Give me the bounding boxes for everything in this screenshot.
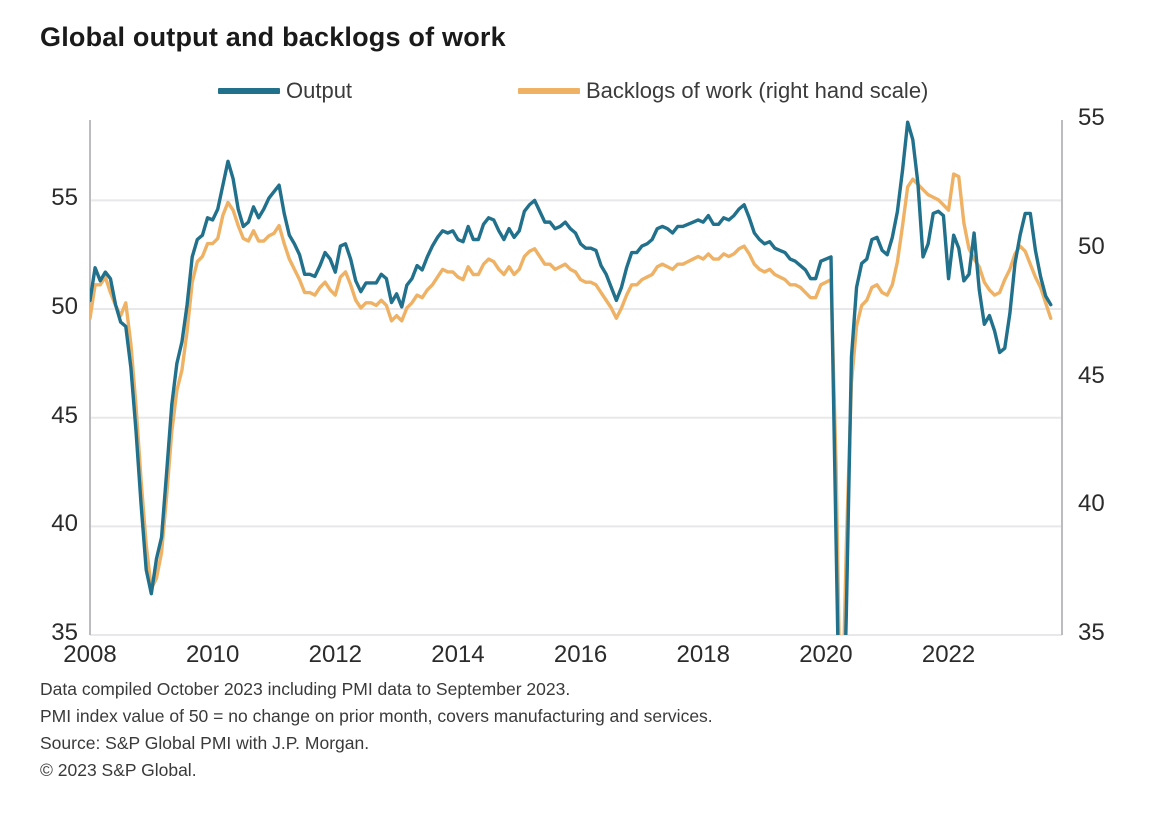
right-axis-tick-35: 35 (1078, 619, 1105, 646)
x-axis-tick-2022: 2022 (921, 641, 976, 668)
right-axis-tick-55: 55 (1078, 104, 1105, 131)
left-axis-tick-40: 40 (51, 510, 78, 538)
legend-label-backlogs: Backlogs of work (right hand scale) (586, 78, 929, 103)
left-axis-tick-35: 35 (51, 619, 78, 646)
footnotes: Data compiled October 2023 including PMI… (40, 676, 1130, 784)
series-line-backlogs (90, 172, 1053, 635)
axis-lines (89, 120, 1063, 635)
legend-item-output[interactable]: Output (218, 78, 352, 104)
footnote-line-3: Source: S&P Global PMI with J.P. Morgan. (40, 733, 370, 753)
x-axis-tick-2020: 2020 (799, 641, 853, 668)
legend-swatch-backlogs (518, 88, 580, 94)
gridlines (90, 199, 1062, 636)
chart-legend: Output Backlogs of work (right hand scal… (0, 78, 1162, 112)
page-title: Global output and backlogs of work (40, 22, 506, 52)
legend-label-output: Output (286, 78, 353, 103)
footnote-line-1: Data compiled October 2023 including PMI… (40, 679, 571, 699)
left-axis-tick-45: 45 (51, 401, 78, 429)
left-axis-tick-50: 50 (51, 293, 78, 321)
x-axis-tick-2018: 2018 (676, 641, 730, 668)
footnote-line-2: PMI index value of 50 = no change on pri… (40, 706, 713, 726)
right-axis-tick-50: 50 (1078, 232, 1105, 260)
legend-swatch-output (218, 88, 280, 94)
series-group (90, 120, 1053, 635)
x-axis-tick-2008: 2008 (63, 641, 117, 668)
series-line-output (90, 120, 1053, 635)
x-axis-tick-2014: 2014 (431, 641, 485, 668)
left-axis-tick-55: 55 (51, 184, 78, 212)
right-axis-tick-40: 40 (1078, 490, 1105, 518)
plot-area (89, 120, 1063, 636)
footnote-line-4: © 2023 S&P Global. (40, 760, 197, 780)
x-axis-tick-2010: 2010 (185, 641, 240, 668)
right-axis-tick-45: 45 (1078, 361, 1105, 389)
x-axis-tick-2012: 2012 (308, 641, 362, 668)
legend-item-backlogs[interactable]: Backlogs of work (right hand scale) (518, 78, 928, 104)
x-axis-tick-2016: 2016 (553, 641, 608, 668)
